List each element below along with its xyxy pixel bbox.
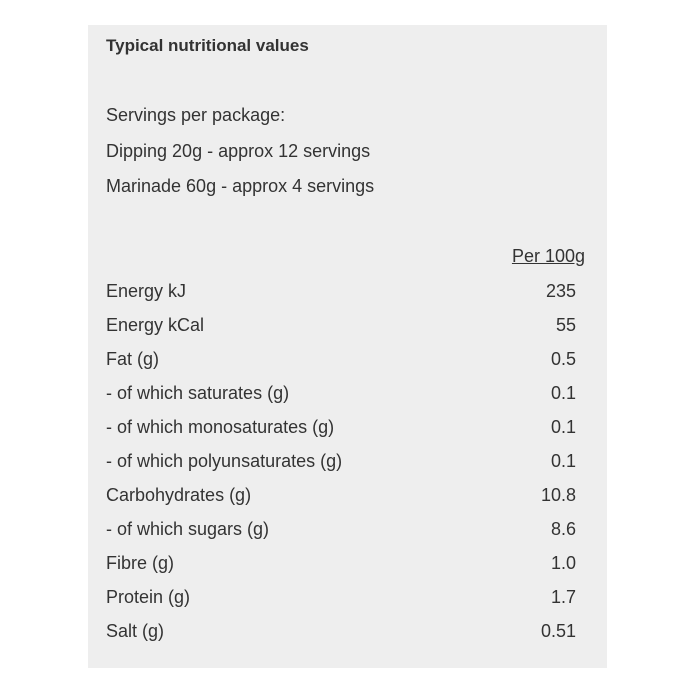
nutrient-label: Carbohydrates (g): [106, 485, 252, 505]
nutrition-row-sugars: - of which sugars (g) 8.6: [106, 519, 579, 553]
nutrient-value: 0.5: [550, 349, 576, 369]
nutrient-value: 235: [545, 281, 576, 301]
nutrition-row-polyunsaturates: - of which polyunsaturates (g) 0.1: [106, 451, 579, 485]
nutrient-label: - of which polyunsaturates (g): [106, 451, 343, 471]
nutrition-row-saturates: - of which saturates (g) 0.1: [106, 383, 579, 417]
nutrient-label: Fat (g): [106, 349, 160, 369]
nutrition-row-protein: Protein (g) 1.7: [106, 587, 579, 621]
nutrient-value: 0.1: [550, 417, 576, 437]
nutrient-value: 8.6: [550, 519, 576, 539]
servings-heading: Servings per package:: [106, 105, 286, 125]
nutrition-row-fat: Fat (g) 0.5: [106, 349, 579, 383]
nutrient-label: Fibre (g): [106, 553, 175, 573]
servings-dipping: Dipping 20g - approx 12 servings: [106, 141, 371, 161]
nutrient-label: - of which sugars (g): [106, 519, 270, 539]
nutrition-row-fibre: Fibre (g) 1.0: [106, 553, 579, 587]
nutrient-label: Salt (g): [106, 621, 165, 641]
nutrient-label: Energy kJ: [106, 281, 187, 301]
nutrition-row-salt: Salt (g) 0.51: [106, 621, 579, 655]
nutrient-value: 10.8: [540, 485, 576, 505]
nutrition-panel: Typical nutritional values Servings per …: [88, 25, 607, 668]
nutrition-row-monosaturates: - of which monosaturates (g) 0.1: [106, 417, 579, 451]
nutrition-row-carbohydrates: Carbohydrates (g) 10.8: [106, 485, 579, 519]
nutrient-value: 55: [555, 315, 576, 335]
nutrient-value: 0.1: [550, 451, 576, 471]
per-100g-header: Per 100g: [511, 246, 585, 266]
servings-marinade: Marinade 60g - approx 4 servings: [106, 176, 375, 196]
nutrient-label: Energy kCal: [106, 315, 205, 335]
nutrient-value: 0.51: [540, 621, 576, 641]
nutrition-title: Typical nutritional values: [106, 36, 309, 55]
nutrient-value: 0.1: [550, 383, 576, 403]
nutrition-row-energy-kj: Energy kJ 235: [106, 281, 579, 315]
nutrient-label: Protein (g): [106, 587, 191, 607]
nutrient-label: - of which saturates (g): [106, 383, 290, 403]
nutrient-value: 1.7: [550, 587, 576, 607]
nutrition-row-energy-kcal: Energy kCal 55: [106, 315, 579, 349]
nutrient-value: 1.0: [550, 553, 576, 573]
nutrient-label: - of which monosaturates (g): [106, 417, 335, 437]
